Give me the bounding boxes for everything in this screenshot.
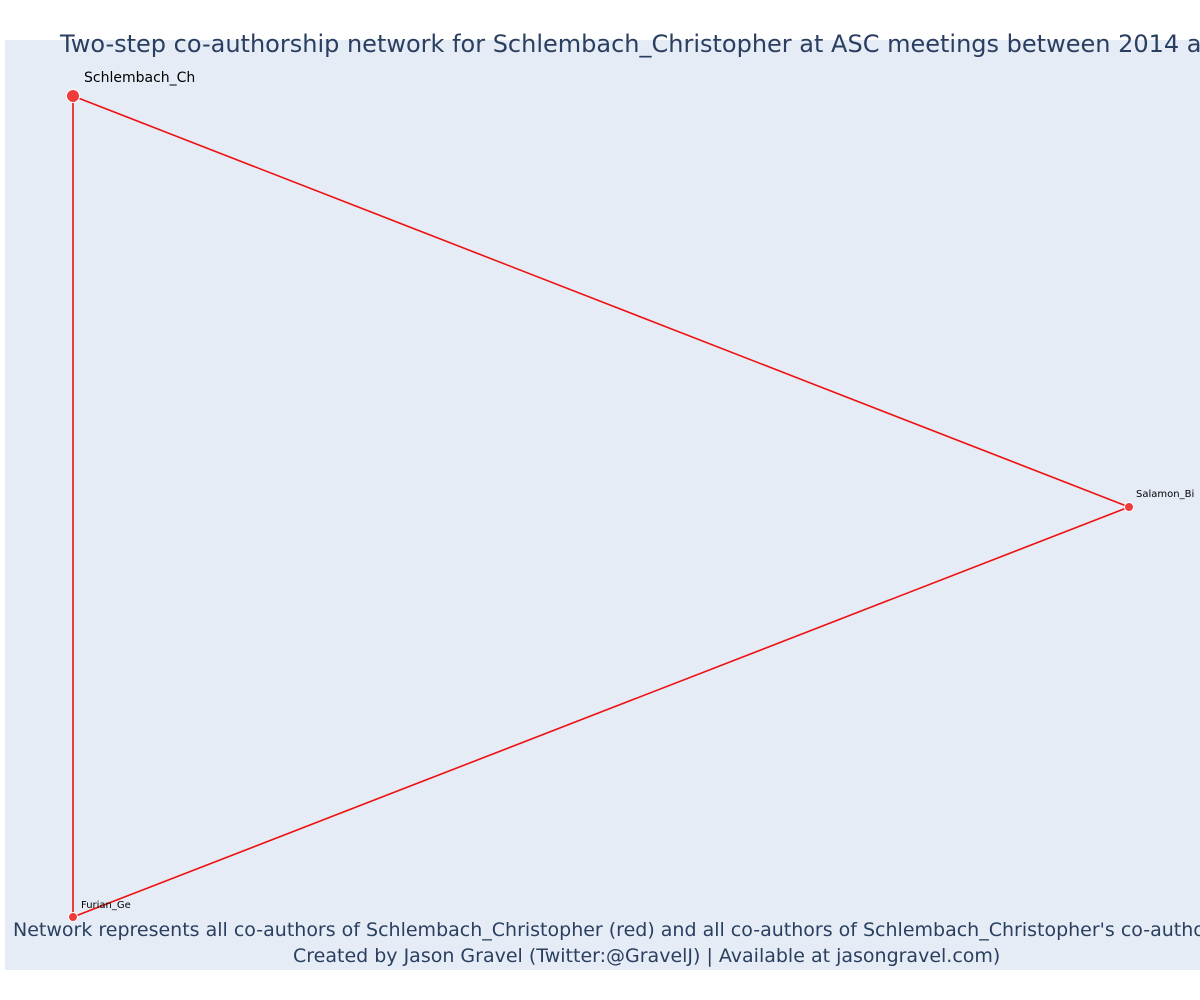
node-label-furian: Furian_Ge <box>81 900 131 911</box>
node-label-schlembach: Schlembach_Ch <box>84 70 195 86</box>
edge-layer <box>72 95 1130 918</box>
edge-schlembach-salamon <box>72 95 1130 508</box>
label-layer: Schlembach_Ch Salamon_Bi Furian_Ge <box>81 70 1194 911</box>
node-label-salamon: Salamon_Bi <box>1136 489 1194 500</box>
caption-credit: Created by Jason Gravel (Twitter:@Gravel… <box>293 945 1001 967</box>
figure-title: Two-step co-authorship network for Schle… <box>60 30 1200 58</box>
node-furian[interactable] <box>68 912 78 922</box>
plot-area <box>5 40 1200 970</box>
node-schlembach[interactable] <box>66 89 80 103</box>
node-salamon[interactable] <box>1124 502 1134 512</box>
node-layer <box>66 89 1134 922</box>
caption-coauthors: Network represents all co-authors of Sch… <box>13 919 1200 941</box>
edge-salamon-furian <box>72 506 1130 918</box>
